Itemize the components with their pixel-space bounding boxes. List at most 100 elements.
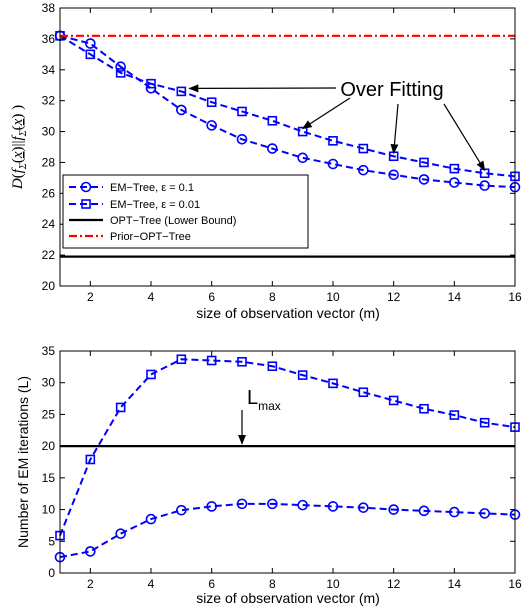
x-axis-label-top: size of observation vector (m) (196, 305, 380, 321)
point-top-0-9 (327, 158, 339, 170)
point-bottom-0-8 (297, 499, 308, 511)
legend-box (62, 174, 309, 249)
x-tick-label-bottom-6: 6 (208, 577, 215, 591)
plot-area-bottom (60, 351, 515, 573)
point-bottom-0-11 (388, 504, 399, 515)
y-tick-label-top-24: 24 (42, 217, 56, 231)
point-bottom-1-3 (146, 369, 156, 380)
point-bottom-1-4 (176, 354, 187, 365)
over-fitting-annotation: Over Fitting (188, 79, 486, 172)
lmax-subscript: max (258, 399, 281, 413)
series-line-top-0 (59, 34, 516, 189)
y-tick-label-top-22: 22 (42, 248, 56, 262)
point-top-0-4 (176, 104, 187, 116)
y-tick-label-top-28: 28 (42, 155, 56, 169)
point-bottom-1-2 (115, 402, 126, 413)
series-line-bottom-0 (59, 502, 516, 559)
y-tick-label-bottom-35: 35 (42, 344, 56, 358)
plot-frame-top (59, 7, 516, 287)
y-tick-label-top-26: 26 (42, 186, 56, 200)
over-fitting-arrow-2 (390, 103, 399, 155)
y-tick-label-bottom-15: 15 (42, 471, 56, 485)
point-top-1-5 (206, 97, 217, 108)
x-tick-label-bottom-16: 16 (508, 577, 522, 591)
point-bottom-0-6 (236, 498, 248, 510)
point-top-0-8 (297, 152, 308, 164)
x-tick-label-top-14: 14 (448, 290, 462, 304)
point-bottom-1-1 (85, 454, 96, 465)
point-top-1-7 (267, 115, 278, 126)
point-bottom-1-5 (206, 355, 217, 366)
point-bottom-0-13 (449, 506, 460, 518)
over-fitting-arrow-1 (301, 97, 351, 130)
legend-item-em-tree-0.1: EM−Tree, ε = 0.1 (69, 181, 194, 194)
y-axis-label-bottom: Number of EM iterations (L) (15, 376, 31, 548)
point-bottom-1-8 (297, 370, 308, 380)
series-line-top-1 (59, 34, 516, 178)
point-bottom-1-7 (267, 361, 278, 372)
y-tick-label-top-36: 36 (42, 32, 56, 46)
y-tick-label-bottom-5: 5 (48, 534, 55, 548)
y-tick-label-bottom-20: 20 (42, 439, 56, 453)
point-top-0-7 (267, 143, 278, 154)
point-bottom-1-14 (479, 417, 490, 428)
point-bottom-1-11 (388, 395, 399, 406)
x-tick-label-top-8: 8 (269, 290, 276, 304)
x-tick-label-bottom-4: 4 (148, 577, 155, 591)
legend-label-opt-tree: OPT−Tree (Lower Bound) (110, 215, 236, 227)
point-bottom-0-4 (176, 504, 187, 516)
x-tick-label-bottom-2: 2 (87, 577, 94, 591)
point-bottom-0-5 (206, 501, 217, 512)
y-tick-label-top-30: 30 (42, 125, 56, 139)
lmax-main: L (247, 387, 258, 409)
point-top-0-14 (479, 180, 490, 191)
point-top-0-11 (388, 169, 399, 181)
legend-item-prior-opt-tree: Prior−OPT−Tree (69, 231, 191, 243)
plot-frame-bottom (59, 350, 516, 574)
lmax-label: Lmax (247, 387, 281, 413)
x-axis-label-bottom: size of observation vector (m) (196, 590, 380, 606)
point-bottom-0-3 (145, 513, 157, 525)
point-top-1-1 (85, 49, 96, 60)
y-tick-label-bottom-30: 30 (42, 376, 56, 390)
x-tick-label-top-10: 10 (326, 290, 340, 304)
point-bottom-0-10 (358, 502, 369, 513)
point-bottom-1-12 (419, 403, 429, 414)
lmax-annotation: Lmax (238, 387, 281, 445)
point-top-1-2 (115, 68, 126, 78)
point-top-1-10 (358, 143, 369, 154)
point-bottom-0-2 (115, 528, 126, 539)
x-tick-label-bottom-14: 14 (448, 577, 462, 591)
legend-item-opt-tree: OPT−Tree (Lower Bound) (69, 215, 236, 227)
y-tick-label-bottom-0: 0 (48, 566, 55, 580)
point-top-1-13 (449, 163, 460, 174)
y-tick-label-bottom-25: 25 (42, 407, 56, 421)
iterations-plot: 2 4 6 8 10 12 14 16 0 5 10 15 20 25 30 35 size of obser… (15, 344, 522, 606)
point-top-0-2 (115, 61, 126, 72)
point-bottom-1-10 (358, 387, 369, 398)
legend-label-prior-opt-tree: Prior−OPT−Tree (110, 231, 191, 243)
point-bottom-0-12 (418, 505, 430, 517)
point-bottom-0-9 (327, 501, 339, 512)
point-top-1-6 (237, 106, 247, 117)
legend-label-em-tree-0.1: EM−Tree, ε = 0.1 (110, 182, 194, 194)
point-bottom-0-1 (85, 546, 96, 557)
point-top-1-9 (328, 136, 338, 146)
point-top-0-10 (358, 164, 369, 176)
legend-item-em-tree-0.01: EM−Tree, ε = 0.01 (69, 199, 200, 211)
x-tick-label-top-6: 6 (208, 290, 215, 304)
point-bottom-0-7 (267, 498, 278, 510)
y-tick-label-top-20: 20 (42, 279, 56, 293)
point-bottom-0-14 (479, 508, 490, 519)
over-fitting-label: Over Fitting (340, 79, 443, 101)
point-top-0-12 (418, 174, 430, 185)
x-tick-label-bottom-10: 10 (326, 577, 340, 591)
y-tick-label-top-34: 34 (42, 63, 56, 77)
x-tick-label-bottom-12: 12 (387, 577, 401, 591)
point-top-1-4 (176, 86, 187, 97)
point-bottom-1-9 (328, 378, 338, 389)
x-tick-label-bottom-8: 8 (269, 577, 276, 591)
x-tick-label-top-2: 2 (87, 290, 94, 304)
